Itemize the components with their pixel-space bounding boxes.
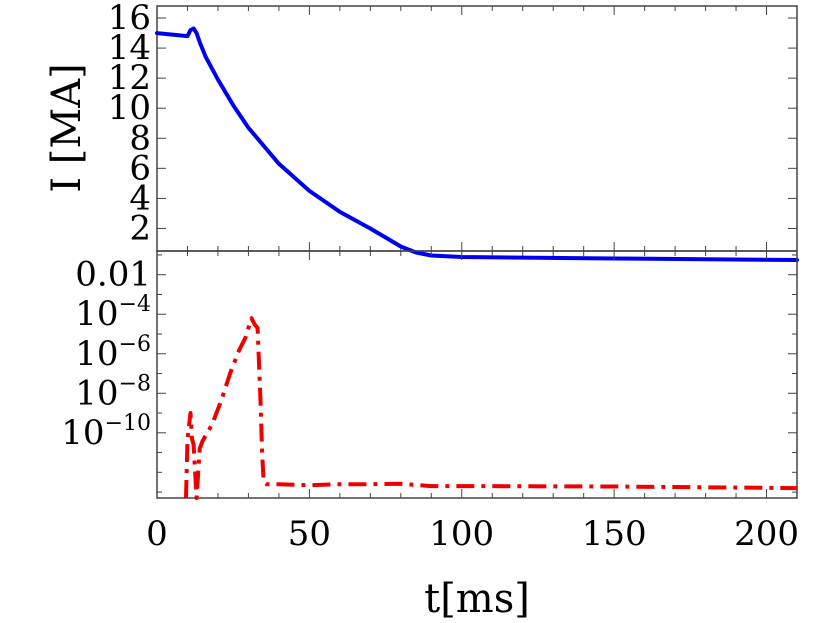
top-y-tick-label: 2 [129,208,151,248]
x-tick-label: 200 [734,514,799,554]
top-panel-frame [156,5,798,252]
x-tick-label: 150 [582,514,647,554]
x-tick-labels: 0 50 100 150 200 [146,514,799,554]
top-y-axis-title: I [MA] [44,63,90,193]
bottom-y-tick-label: 0.01 [75,255,151,295]
top-tick-marks [156,6,798,251]
x-tick-label: 50 [288,514,331,554]
x-tick-label: 100 [429,514,494,554]
bottom-y-tick-label: 10−10 [61,411,151,453]
bottom-series-group [184,316,798,500]
top-y-tick-label: 8 [129,118,151,158]
x-axis-title: t[ms] [424,576,530,622]
top-y-tick-label: 10 [108,88,151,128]
top-y-tick-label: 6 [129,148,151,188]
top-y-tick-label: 12 [108,58,151,98]
bottom-tick-marks [156,251,798,498]
current-line [155,26,799,262]
bottom-y-tick-label: 10−6 [75,332,151,374]
log-line [184,316,798,500]
bottom-y-tick-label: 10−8 [75,371,151,413]
top-series-group [155,26,799,262]
bottom-panel-frame [156,250,798,499]
x-tick-label: 0 [146,514,168,554]
bottom-y-tick-label: 10−4 [75,292,151,334]
top-y-tick-label: 16 [108,0,151,38]
top-y-tick-label: 14 [108,28,151,68]
top-y-tick-label: 4 [129,178,151,218]
